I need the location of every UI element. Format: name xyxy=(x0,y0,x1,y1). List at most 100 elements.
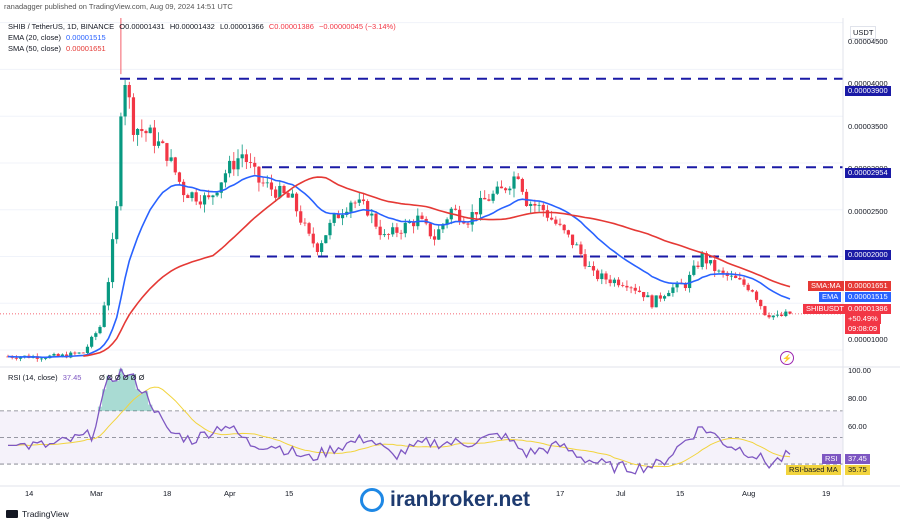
candle-body-83 xyxy=(353,202,357,204)
candle-body-127 xyxy=(537,204,541,206)
candles xyxy=(6,18,792,362)
symbol-axis-change: +50.49% xyxy=(845,314,881,324)
candle-body-174 xyxy=(734,275,738,279)
x-tick-jul: Jul xyxy=(616,489,626,498)
currency-unit[interactable]: USDT xyxy=(850,26,877,39)
candle-body-13 xyxy=(60,354,64,357)
candle-body-142 xyxy=(600,273,604,280)
candle-body-175 xyxy=(738,278,742,280)
candle-body-93 xyxy=(395,227,399,233)
candle-body-53 xyxy=(228,160,232,174)
candle-body-178 xyxy=(750,290,754,292)
publish-info: ranadagger published on TradingView.com,… xyxy=(4,2,233,11)
x-tick-15b: 15 xyxy=(676,489,685,498)
candle-body-102 xyxy=(432,236,437,240)
candle-body-173 xyxy=(729,275,734,277)
rsi-line xyxy=(8,367,791,475)
rsi-axis-value: 37.45 xyxy=(845,454,870,464)
candle-body-162 xyxy=(683,284,688,289)
candle-body-11 xyxy=(52,353,56,356)
candle-body-47 xyxy=(202,195,207,205)
candle-body-2 xyxy=(14,357,18,359)
candle-body-145 xyxy=(612,279,616,284)
rsi-tick-60: 60.00 xyxy=(848,422,867,431)
candle-body-26 xyxy=(115,206,119,240)
grid-lines xyxy=(0,22,843,351)
candle-body-182 xyxy=(767,315,771,318)
candle-body-80 xyxy=(340,214,345,219)
candle-body-19 xyxy=(85,346,90,354)
candle-body-51 xyxy=(219,182,223,193)
sma-line xyxy=(83,176,791,357)
sma-axis-value: 0.00001651 xyxy=(845,281,891,291)
ema-legend[interactable]: EMA (20, close) 0.00001515 xyxy=(8,33,106,42)
candle-body-44 xyxy=(190,192,194,199)
x-tick-17: 17 xyxy=(556,489,565,498)
candle-body-155 xyxy=(654,295,658,308)
candle-body-73 xyxy=(311,233,315,244)
candle-body-90 xyxy=(382,234,386,236)
sma-axis-name: SMA:MA xyxy=(808,281,844,291)
candle-body-114 xyxy=(483,197,487,200)
candle-body-115 xyxy=(487,199,491,201)
candle-body-58 xyxy=(248,162,253,163)
candle-body-152 xyxy=(642,292,646,298)
candle-body-86 xyxy=(366,201,370,216)
rsi-legend[interactable]: RSI (14, close) 37.45 xyxy=(8,373,81,382)
ohlc-change: −0.00000045 (−3.14%) xyxy=(318,22,396,31)
candle-body-184 xyxy=(775,314,780,316)
candle-body-57 xyxy=(244,154,248,163)
candle-body-148 xyxy=(625,285,629,288)
rsi-legend-label: RSI (14, close) xyxy=(8,373,58,382)
sma-legend-value: 0.00001651 xyxy=(66,44,106,53)
rsi-tick-80: 80.00 xyxy=(848,394,867,403)
candle-body-144 xyxy=(608,279,612,284)
rsi-axis-name: RSI xyxy=(822,454,841,464)
candle-body-186 xyxy=(784,311,788,316)
candle-body-164 xyxy=(692,265,696,275)
ohlc-close: C0.00001386 xyxy=(268,22,314,31)
candle-body-136 xyxy=(575,244,579,246)
candle-body-43 xyxy=(186,195,190,199)
candle-body-143 xyxy=(604,273,608,280)
candle-body-135 xyxy=(570,234,575,246)
candle-body-16 xyxy=(73,352,77,354)
sma-legend[interactable]: SMA (50, close) 0.00001651 xyxy=(8,44,106,53)
candle-body-141 xyxy=(596,270,600,280)
candle-body-118 xyxy=(499,186,504,189)
candle-body-146 xyxy=(616,279,621,286)
candle-body-66 xyxy=(282,185,286,194)
candle-body-121 xyxy=(512,176,516,189)
candle-body-71 xyxy=(303,222,307,224)
brand-text: TradingView xyxy=(22,509,69,519)
candle-body-151 xyxy=(637,290,642,293)
candle-body-64 xyxy=(274,189,278,198)
symbol-legend[interactable]: SHIB / TetherUS, 1D, BINANCE O0.00001431… xyxy=(8,22,396,31)
candle-body-38 xyxy=(165,143,169,161)
rsi-pane xyxy=(0,367,843,475)
candle-body-139 xyxy=(587,266,591,267)
rsi-ma-axis-name: RSI-based MA xyxy=(786,465,841,475)
candle-body-128 xyxy=(541,204,545,211)
ohlc-high: H0.00001432 xyxy=(169,22,215,31)
candle-body-126 xyxy=(533,203,537,206)
candle-body-45 xyxy=(194,192,198,202)
candle-body-20 xyxy=(90,336,94,347)
candle-body-110 xyxy=(466,223,470,225)
candle-body-150 xyxy=(633,287,637,291)
candle-body-130 xyxy=(550,217,554,220)
iranbroker-icon xyxy=(360,488,384,512)
watermark-text: iranbroker.net xyxy=(390,488,531,511)
candle-body-68 xyxy=(290,193,294,198)
watermark: iranbroker.net xyxy=(360,488,530,512)
tradingview-logo[interactable]: TradingView xyxy=(6,509,69,519)
candle-body-147 xyxy=(621,285,625,287)
candle-body-50 xyxy=(215,192,219,196)
candle-body-35 xyxy=(152,127,156,146)
candle-body-169 xyxy=(713,260,717,272)
lightning-icon[interactable]: ⚡ xyxy=(780,351,794,365)
x-tick-apr: Apr xyxy=(224,489,236,498)
candle-body-76 xyxy=(324,235,328,244)
candle-body-156 xyxy=(658,295,662,299)
